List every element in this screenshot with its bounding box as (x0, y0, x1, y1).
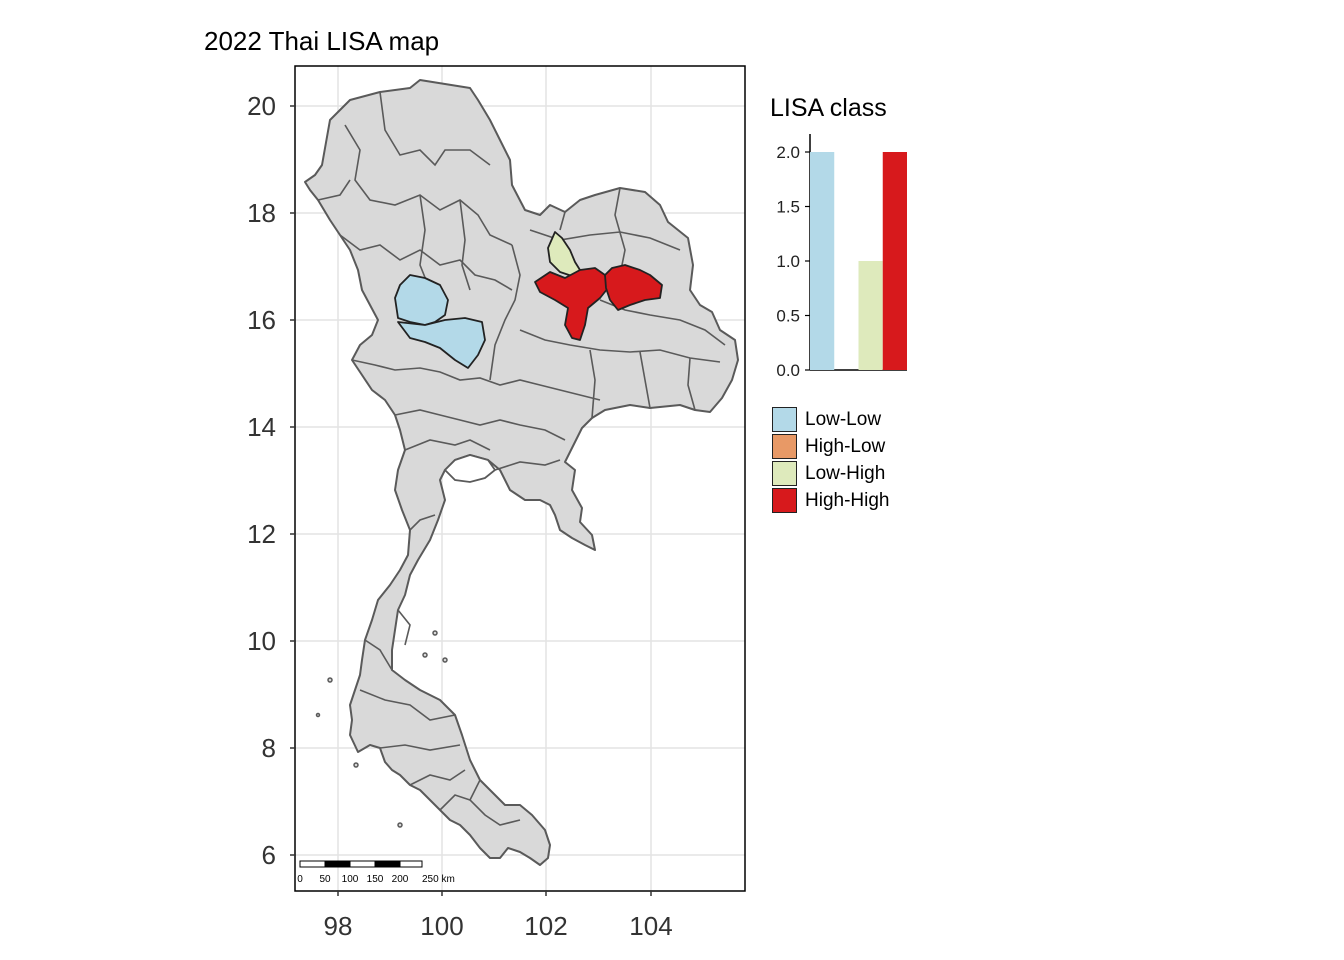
y-tick-label: 8 (262, 733, 276, 763)
scale-bar-segment (399, 860, 423, 868)
island (327, 677, 333, 683)
y-tick-label: 16 (247, 305, 276, 335)
province-border (559, 211, 566, 231)
inset-y-tick-label: 1.5 (776, 198, 800, 217)
x-axis: 98 100 102 104 (324, 891, 673, 941)
legend-swatch (772, 488, 797, 513)
legend-title: LISA class (770, 94, 887, 122)
scale-bar-label: 100 (342, 874, 359, 885)
province-border (494, 459, 561, 471)
province-border (359, 689, 456, 721)
island (397, 822, 403, 828)
province-border (519, 329, 721, 363)
low-low-region-1 (394, 274, 449, 326)
scale-bar-segment (349, 860, 376, 868)
province-border (459, 199, 471, 291)
y-tick-label: 12 (247, 519, 276, 549)
legend-swatch (772, 407, 797, 432)
legend-label: High-High (805, 489, 890, 511)
map-frame (294, 65, 746, 892)
inset-y-tick-label: 1.0 (776, 252, 800, 271)
province-border (469, 779, 521, 826)
scale-bar-label: 150 (367, 874, 384, 885)
legend-bar-chart: 0.0 0.5 1.0 1.5 2.0 (776, 134, 907, 380)
scale-bar-label: 200 (392, 874, 409, 885)
scale-bar-segment (324, 860, 351, 868)
legend-swatch (772, 434, 797, 459)
island (353, 762, 359, 768)
scale-bar-labels: 0 50 100 150 200 250 km (297, 874, 455, 885)
y-axis: 20 18 16 14 12 10 8 6 (247, 91, 295, 870)
inset-y-tick-label: 0.5 (776, 307, 800, 326)
province-border (409, 514, 436, 531)
province-border (489, 244, 521, 381)
x-tick-label: 102 (524, 911, 567, 941)
legend-item-low-high: Low-High (772, 460, 889, 487)
province-border (351, 359, 601, 401)
province-border (379, 744, 461, 751)
province-border (614, 187, 626, 276)
inset-y-tick-label: 2.0 (776, 143, 800, 162)
x-tick-label: 100 (420, 911, 463, 941)
province-border (364, 639, 393, 671)
inset-bar-low-high (858, 261, 883, 370)
high-high-region-1 (534, 267, 609, 341)
scale-bar-segment (374, 860, 401, 868)
province-border (379, 91, 491, 167)
scale-bar-label: 250 km (422, 874, 455, 885)
legend: Low-Low High-Low Low-High High-High (772, 406, 889, 514)
scale-bar: 0 50 100 150 200 250 km (297, 860, 455, 885)
province-border (394, 409, 566, 441)
province-border (639, 351, 651, 409)
islands (315, 630, 448, 828)
map-title: 2022 Thai LISA map (204, 26, 440, 56)
province-border (409, 769, 466, 786)
legend-item-high-high: High-High (772, 487, 889, 514)
legend-swatch (772, 461, 797, 486)
y-tick-label: 10 (247, 626, 276, 656)
province-border (404, 439, 491, 451)
province-border (339, 234, 513, 291)
province-border (439, 794, 471, 811)
legend-label: High-Low (805, 435, 886, 457)
lisa-regions (394, 231, 663, 369)
legend-label: Low-High (805, 462, 886, 484)
island (315, 712, 321, 718)
legend-label: Low-Low (805, 408, 882, 430)
y-tick-label: 6 (262, 840, 276, 870)
x-tick-label: 104 (629, 911, 672, 941)
legend-item-low-low: Low-Low (772, 406, 889, 433)
province-border (687, 357, 696, 411)
high-high-region-2 (604, 264, 663, 311)
inset-bar-high-high (882, 152, 907, 370)
province-border (589, 349, 596, 419)
province-border (397, 609, 411, 646)
island (432, 630, 438, 636)
inset-y-tick-label: 0.0 (776, 361, 800, 380)
y-tick-label: 18 (247, 198, 276, 228)
x-tick-label: 98 (324, 911, 353, 941)
y-tick-label: 14 (247, 412, 276, 442)
gulf-of-thailand (443, 454, 497, 483)
province-border (317, 179, 351, 201)
legend-item-high-low: High-Low (772, 433, 889, 460)
scale-bar-label: 0 (297, 874, 303, 885)
island (442, 657, 448, 663)
island (422, 652, 428, 658)
scale-bar-segment (299, 860, 326, 868)
scale-bar-label: 50 (319, 874, 331, 885)
y-tick-label: 20 (247, 91, 276, 121)
low-low-region-2 (397, 317, 486, 369)
inset-bar-low-low (810, 152, 835, 370)
